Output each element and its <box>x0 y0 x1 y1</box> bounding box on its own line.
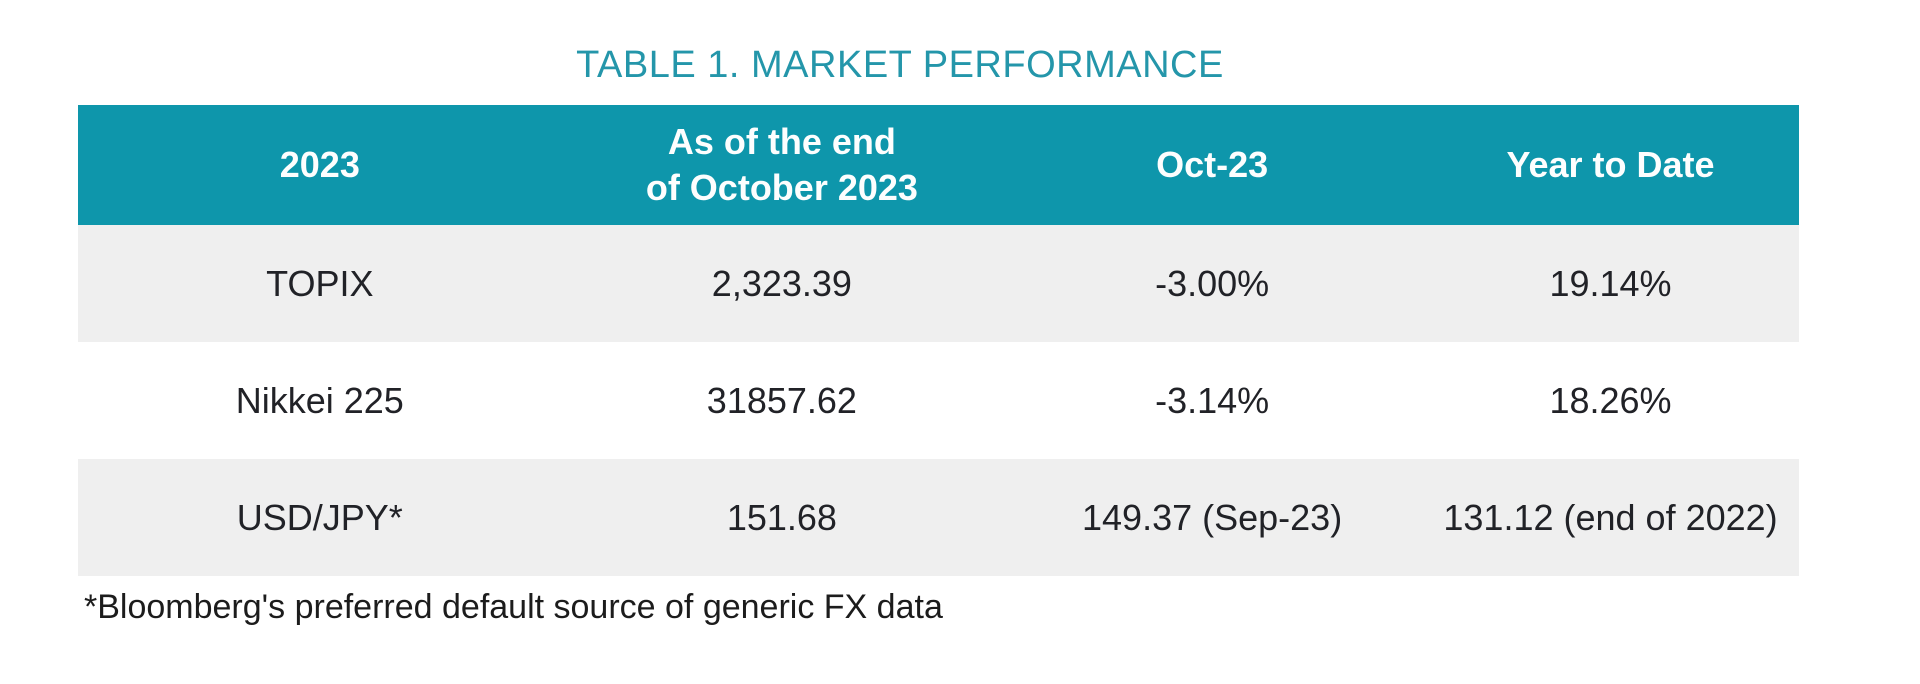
cell-usdjpy-name: USD/JPY* <box>236 496 403 538</box>
cell-nikkei-ytd-return: 18.26% <box>1549 379 1672 421</box>
cell-topix-name: TOPIX <box>266 262 374 304</box>
cell-topix-ytd-return: 19.14% <box>1549 262 1672 304</box>
header-as-of-line1: As of the end <box>667 121 896 162</box>
cell-usdjpy-end2022: 131.12 (end of 2022) <box>1443 496 1778 538</box>
header-cell-as-of-end: As of the end of October 2023 <box>562 105 1003 225</box>
header-as-of-line2: of October 2023 <box>645 167 918 208</box>
table-header-row: 2023 As of the end of October 2023 Oct-2… <box>78 105 1799 225</box>
table-row-usdjpy: USD/JPY* 151.68 149.37 (Sep-23) 131.12 (… <box>78 459 1799 576</box>
cell-nikkei-oct-return: -3.14% <box>1155 379 1270 421</box>
table-row-topix: TOPIX 2,323.39 -3.00% 19.14% <box>78 225 1799 342</box>
cell-nikkei-level: 31857.62 <box>706 379 857 421</box>
header-cell-year-to-date: Year to Date <box>1506 144 1715 185</box>
table-footnote: *Bloomberg's preferred default source of… <box>84 588 943 626</box>
table-title: TABLE 1. MARKET PERFORMANCE <box>576 44 1224 86</box>
market-performance-table: 2023 As of the end of October 2023 Oct-2… <box>78 105 1799 576</box>
cell-nikkei-name: Nikkei 225 <box>235 379 404 421</box>
cell-topix-level: 2,323.39 <box>711 262 852 304</box>
header-cell-oct23: Oct-23 <box>1156 144 1269 185</box>
table-row-nikkei: Nikkei 225 31857.62 -3.14% 18.26% <box>78 342 1799 459</box>
cell-topix-oct-return: -3.00% <box>1155 262 1270 304</box>
header-cell-year: 2023 <box>279 144 360 185</box>
cell-usdjpy-sep23: 149.37 (Sep-23) <box>1082 496 1343 538</box>
cell-usdjpy-level: 151.68 <box>726 496 837 538</box>
